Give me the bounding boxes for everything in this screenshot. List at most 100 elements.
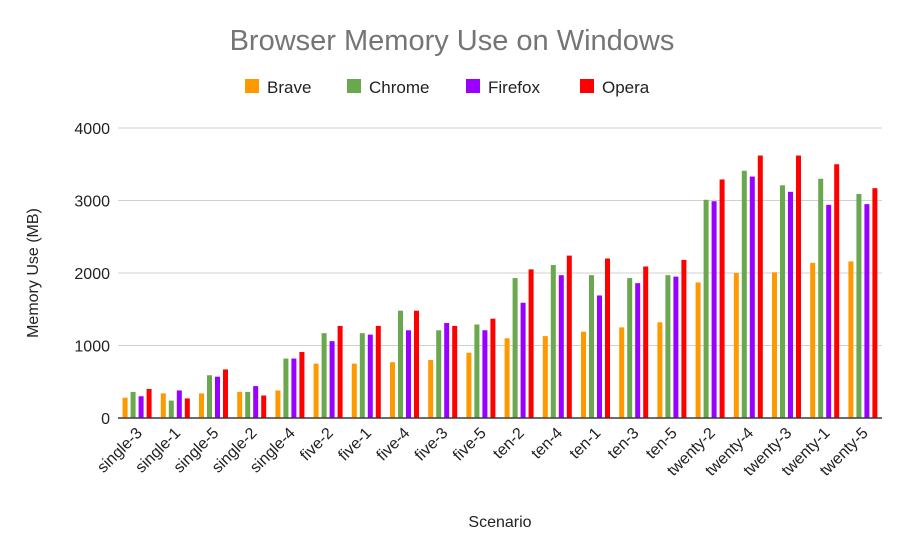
bar-brave-five-4 (390, 362, 395, 418)
bar-firefox-single-1 (176, 390, 182, 418)
bar-brave-ten-5 (657, 322, 663, 418)
bar-firefox-five-5 (482, 330, 488, 418)
x-tick-label: five-4 (374, 425, 414, 465)
bar-brave-ten-3 (619, 327, 625, 419)
bar-opera-ten-1 (605, 258, 610, 418)
bar-opera-twenty-1 (834, 164, 840, 418)
bar-chrome-five-2 (321, 333, 327, 418)
bar-brave-twenty-5 (848, 261, 854, 418)
x-tick-label: five-5 (450, 425, 490, 465)
x-axis-ticks: single-3single-1single-5single-2single-4… (94, 425, 872, 480)
bar-firefox-twenty-2 (711, 201, 717, 418)
legend-label-firefox: Firefox (488, 78, 540, 97)
bar-firefox-five-4 (406, 330, 411, 418)
bar-brave-twenty-3 (772, 272, 777, 418)
y-tick-label: 4000 (74, 121, 110, 138)
bar-brave-single-3 (122, 397, 128, 418)
bar-firefox-twenty-4 (749, 176, 755, 418)
bar-opera-single-5 (223, 369, 228, 418)
bar-firefox-ten-5 (673, 276, 679, 419)
bar-brave-ten-2 (504, 338, 510, 418)
x-tick-label: ten-3 (605, 425, 643, 463)
bar-opera-twenty-5 (872, 188, 878, 418)
bar-chrome-single-5 (207, 375, 212, 418)
bar-brave-single-1 (160, 393, 166, 418)
y-tick-label: 3000 (74, 194, 110, 211)
legend-label-opera: Opera (602, 78, 650, 97)
bar-brave-single-4 (275, 390, 281, 418)
bar-firefox-ten-2 (520, 302, 526, 418)
bar-opera-five-4 (414, 310, 419, 418)
bar-chrome-twenty-5 (856, 193, 862, 418)
bar-opera-five-5 (490, 318, 496, 418)
bar-chrome-ten-3 (627, 278, 633, 418)
bar-opera-ten-5 (681, 259, 687, 418)
legend-swatch-firefox (466, 79, 480, 93)
bar-chrome-twenty-1 (818, 178, 824, 418)
bar-opera-single-3 (146, 389, 152, 418)
bar-opera-ten-4 (566, 255, 572, 418)
bars (118, 155, 882, 419)
bar-firefox-twenty-1 (826, 204, 832, 418)
x-tick-label: ten-1 (567, 425, 605, 463)
bar-chrome-five-4 (398, 310, 403, 418)
x-axis-label: Scenario (468, 514, 531, 531)
bar-brave-five-2 (313, 363, 319, 419)
bar-chrome-single-2 (245, 391, 251, 418)
bar-brave-single-5 (199, 393, 204, 418)
legend-swatch-brave (245, 79, 259, 93)
bar-chrome-single-4 (283, 358, 289, 418)
bar-brave-ten-4 (542, 336, 548, 418)
x-tick-label: ten-2 (490, 425, 528, 463)
bar-brave-five-1 (351, 363, 357, 419)
legend-label-brave: Brave (267, 78, 311, 97)
bar-brave-ten-1 (581, 331, 586, 418)
bar-firefox-ten-4 (558, 275, 564, 418)
bar-opera-ten-2 (528, 269, 534, 419)
bar-chrome-ten-4 (550, 265, 556, 418)
bar-chrome-ten-1 (589, 275, 594, 418)
bar-chrome-twenty-3 (780, 185, 785, 418)
y-tick-label: 1000 (74, 339, 110, 356)
legend: Brave Chrome Firefox Opera (245, 78, 650, 97)
y-axis-ticks: 0 1000 2000 3000 4000 (74, 121, 110, 428)
bar-firefox-five-1 (367, 334, 373, 419)
bar-chrome-five-1 (359, 333, 365, 418)
bar-firefox-five-2 (329, 341, 335, 418)
bar-opera-single-1 (184, 398, 190, 418)
bar-opera-five-2 (337, 325, 343, 418)
bar-brave-single-2 (237, 391, 243, 418)
bar-chrome-twenty-2 (703, 199, 709, 418)
bar-firefox-twenty-5 (864, 204, 870, 419)
bar-brave-five-5 (466, 352, 472, 418)
x-tick-label: five-3 (412, 425, 452, 465)
legend-label-chrome: Chrome (369, 78, 429, 97)
bar-chrome-ten-5 (665, 275, 671, 418)
bar-chrome-twenty-4 (741, 170, 747, 418)
bar-chrome-five-3 (436, 330, 442, 418)
bar-chrome-single-3 (130, 391, 136, 418)
x-tick-label: five-2 (297, 425, 337, 465)
bar-opera-twenty-4 (757, 155, 763, 419)
bar-brave-five-3 (428, 360, 434, 418)
bar-firefox-ten-1 (597, 295, 602, 418)
bar-chrome-ten-2 (512, 278, 518, 418)
bar-opera-five-1 (375, 325, 381, 418)
bar-opera-twenty-3 (796, 155, 801, 419)
bar-firefox-ten-3 (635, 283, 641, 418)
chart-title: Browser Memory Use on Windows (230, 25, 675, 57)
bar-opera-single-2 (261, 395, 267, 418)
bar-opera-ten-3 (643, 266, 649, 418)
bar-opera-five-3 (452, 325, 458, 418)
bar-brave-twenty-4 (733, 273, 739, 418)
bar-brave-twenty-2 (695, 282, 701, 418)
bar-opera-twenty-2 (719, 179, 725, 418)
x-tick-label: ten-4 (528, 425, 566, 463)
y-axis-label: Memory Use (MB) (25, 208, 42, 338)
y-tick-label: 2000 (74, 266, 110, 283)
legend-swatch-opera (580, 79, 594, 93)
bar-chrome-single-1 (168, 400, 174, 418)
bar-firefox-twenty-3 (788, 191, 793, 418)
